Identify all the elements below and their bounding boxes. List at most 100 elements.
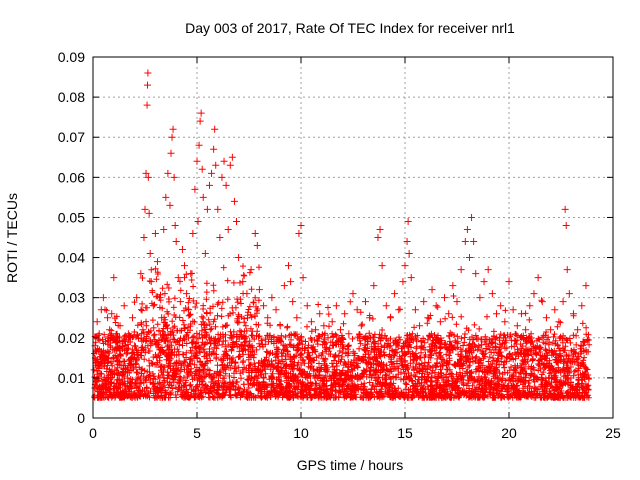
data-point bbox=[522, 326, 530, 334]
data-point bbox=[95, 330, 103, 338]
data-point bbox=[160, 225, 168, 233]
data-point bbox=[251, 229, 259, 237]
data-point bbox=[517, 310, 525, 318]
data-point bbox=[103, 382, 111, 390]
data-point bbox=[120, 302, 128, 310]
y-tick-label: 0.07 bbox=[58, 129, 85, 145]
data-point bbox=[513, 322, 521, 330]
data-point bbox=[137, 270, 145, 278]
data-point bbox=[465, 254, 473, 262]
y-tick-label: 0.02 bbox=[58, 330, 85, 346]
data-point bbox=[203, 205, 211, 213]
data-point bbox=[193, 157, 201, 165]
data-point bbox=[98, 350, 106, 358]
data-point bbox=[563, 266, 571, 274]
data-point bbox=[239, 278, 247, 286]
data-point bbox=[337, 326, 345, 334]
data-point bbox=[289, 298, 297, 306]
data-point bbox=[493, 310, 501, 318]
data-point bbox=[264, 314, 272, 322]
data-point bbox=[105, 354, 113, 362]
data-point bbox=[141, 205, 149, 213]
y-axis-label: ROTI / TECUs bbox=[4, 193, 20, 283]
data-point bbox=[176, 298, 184, 306]
data-point bbox=[205, 181, 213, 189]
data-point bbox=[216, 234, 224, 241]
x-tick-label: 5 bbox=[193, 425, 201, 441]
data-point bbox=[578, 302, 586, 310]
data-point bbox=[386, 314, 394, 322]
data-point bbox=[144, 69, 152, 77]
plot-frame bbox=[92, 56, 614, 419]
data-point bbox=[276, 322, 284, 330]
data-point bbox=[559, 298, 567, 306]
data-point bbox=[147, 278, 155, 286]
data-point bbox=[135, 354, 143, 362]
data-point bbox=[411, 306, 419, 314]
data-point bbox=[457, 266, 465, 274]
y-tick-labels: 0 0.01 0.02 0.03 0.04 0.05 0.06 0.07 0.08 0.09 bbox=[58, 49, 85, 426]
data-point bbox=[332, 302, 340, 310]
data-point bbox=[461, 238, 469, 246]
data-point bbox=[212, 161, 220, 169]
data-point bbox=[158, 314, 166, 322]
data-point bbox=[472, 270, 480, 278]
data-point bbox=[463, 225, 471, 233]
dense-point-band bbox=[91, 263, 593, 401]
data-point bbox=[376, 225, 384, 233]
data-point bbox=[197, 109, 205, 117]
data-point bbox=[574, 326, 582, 334]
data-point bbox=[108, 310, 116, 318]
data-point bbox=[353, 306, 361, 314]
data-point bbox=[208, 169, 216, 177]
data-point bbox=[432, 302, 440, 310]
data-point bbox=[143, 101, 151, 109]
data-point bbox=[555, 318, 563, 326]
data-point bbox=[497, 302, 505, 310]
y-tick-label: 0.04 bbox=[58, 250, 85, 266]
data-point bbox=[297, 221, 305, 229]
data-point bbox=[201, 250, 209, 258]
data-point bbox=[395, 306, 403, 314]
data-point bbox=[149, 302, 157, 310]
background-point-cluster bbox=[91, 263, 593, 401]
data-point bbox=[324, 334, 332, 342]
data-point bbox=[235, 254, 243, 262]
data-point bbox=[194, 217, 202, 225]
data-point bbox=[468, 213, 476, 221]
data-point bbox=[151, 229, 159, 237]
data-point bbox=[230, 197, 238, 205]
data-point bbox=[140, 234, 148, 241]
data-point bbox=[122, 350, 130, 358]
data-point bbox=[187, 270, 195, 278]
data-point bbox=[407, 274, 415, 282]
data-point bbox=[378, 262, 386, 270]
x-tick-labels: 0 5 10 15 20 25 bbox=[89, 425, 621, 441]
data-point bbox=[93, 318, 101, 326]
data-point bbox=[420, 298, 428, 306]
chart-title: Day 003 of 2017, Rate Of TEC Index for r… bbox=[185, 20, 515, 36]
data-point bbox=[110, 274, 118, 282]
data-point bbox=[169, 125, 177, 133]
data-point bbox=[569, 310, 577, 318]
data-point bbox=[416, 322, 424, 330]
data-point bbox=[399, 278, 407, 286]
data-point bbox=[268, 294, 276, 302]
data-point bbox=[253, 242, 261, 250]
x-tick-label: 20 bbox=[501, 425, 517, 441]
data-point bbox=[168, 133, 176, 141]
data-point bbox=[143, 81, 151, 89]
data-point bbox=[94, 358, 102, 366]
data-point bbox=[100, 362, 108, 370]
data-point bbox=[357, 322, 365, 330]
data-points bbox=[90, 69, 590, 390]
data-point bbox=[101, 338, 109, 346]
data-point bbox=[562, 221, 570, 229]
y-tick-label: 0.03 bbox=[58, 290, 85, 306]
data-point bbox=[436, 318, 444, 326]
data-point bbox=[118, 370, 126, 378]
data-point bbox=[99, 294, 107, 302]
data-point bbox=[198, 165, 206, 173]
data-point bbox=[374, 234, 382, 241]
